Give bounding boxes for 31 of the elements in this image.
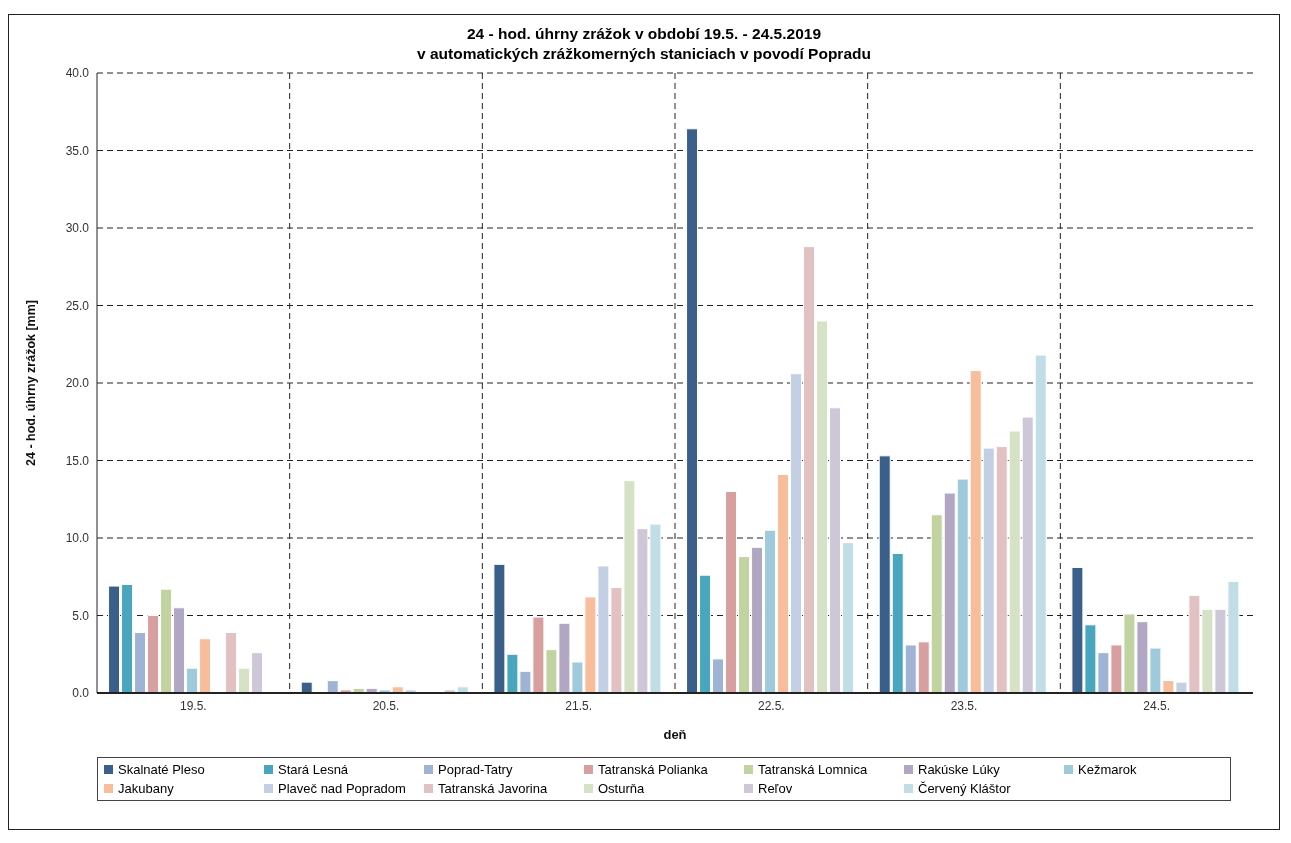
y-tick-label: 15.0 (65, 453, 90, 468)
y-tick-label: 40.0 (65, 66, 90, 81)
chart-title: 24 - hod. úhrny zrážok v období 19.5. - 24.5.2019 v automatických zrážkomerných staniciach v povodí Popradu (416, 25, 872, 63)
y-tick-label: 0.0 (72, 686, 90, 701)
legend-label: Plaveč nad Popradom (278, 781, 406, 796)
x-tick-label: 20.5. (372, 698, 400, 713)
x-tick-label: 22.5. (757, 698, 785, 713)
legend-label: Rakúske Lúky (918, 762, 1000, 777)
legend-label: Tatranská Polianka (598, 762, 708, 777)
x-tick-label: 21.5. (565, 698, 593, 713)
y-tick-label: 30.0 (65, 221, 90, 236)
y-tick-label: 10.0 (65, 531, 90, 546)
y-axis-title: 24 - hod. úhrny zrážok [mm] (24, 300, 39, 466)
legend-label: Červený Kláštor (918, 781, 1011, 796)
y-tick-label: 35.0 (65, 143, 90, 158)
x-tick-label: 23.5. (950, 698, 978, 713)
legend-label: Tatranská Lomnica (758, 762, 868, 777)
legend-label: Stará Lesná (278, 762, 349, 777)
y-tick-label: 25.0 (65, 298, 90, 313)
legend-label: Skalnaté Pleso (118, 762, 205, 777)
legend-label: Jakubany (118, 781, 174, 796)
x-tick-label: 24.5. (1143, 698, 1171, 713)
legend-label: Tatranská Javorina (438, 781, 548, 796)
x-tick-label: 19.5. (179, 698, 207, 713)
legend-label: Reľov (758, 781, 793, 796)
legend-label: Poprad-Tatry (438, 762, 513, 777)
x-axis-title: deň (663, 727, 687, 742)
y-tick-label: 20.0 (65, 376, 90, 391)
legend-label: Osturňa (598, 781, 645, 796)
y-tick-label: 5.0 (72, 608, 90, 623)
legend-label: Kežmarok (1078, 762, 1137, 777)
